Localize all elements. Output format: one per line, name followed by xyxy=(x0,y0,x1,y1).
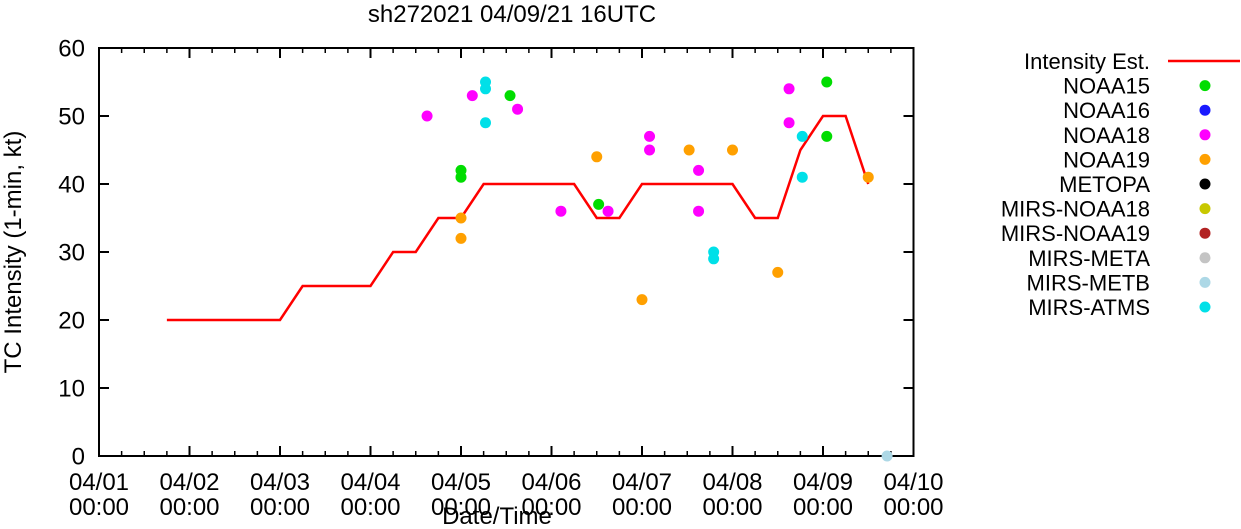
data-point-NOAA15 xyxy=(821,76,833,88)
data-point-NOAA18 xyxy=(783,83,795,95)
y-axis-label: TC Intensity (1-min, kt) xyxy=(0,131,27,374)
legend-label-NOAA15: NOAA15 xyxy=(1063,74,1150,99)
x-tick-sublabel: 00:00 xyxy=(340,494,400,521)
legend-marker-NOAA19 xyxy=(1199,153,1211,165)
legend-marker-NOAA15 xyxy=(1199,80,1211,92)
x-tick-label: 04/10 xyxy=(883,469,943,496)
intensity-line xyxy=(166,114,870,322)
data-point-NOAA18 xyxy=(466,90,478,102)
y-tick-label: 20 xyxy=(58,308,85,335)
legend-label-MIRS-META: MIRS-META xyxy=(1028,246,1150,271)
x-tick-label: 04/09 xyxy=(793,469,853,496)
data-point-NOAA19 xyxy=(455,232,467,244)
x-tick-sublabel: 00:00 xyxy=(250,494,310,521)
chart-title: sh272021 04/09/21 16UTC xyxy=(368,1,656,28)
x-tick-label: 04/03 xyxy=(250,469,310,496)
data-point-NOAA15 xyxy=(455,171,467,183)
legend-marker-MIRS-NOAA19 xyxy=(1199,227,1211,239)
data-point-NOAA19 xyxy=(727,144,738,156)
legend-label-MIRS-ATMS: MIRS-ATMS xyxy=(1028,295,1150,320)
legend-label-NOAA19: NOAA19 xyxy=(1063,147,1150,172)
x-tick-sublabel: 00:00 xyxy=(793,494,853,521)
y-tick-label: 40 xyxy=(58,172,85,199)
data-point-NOAA19 xyxy=(772,266,784,278)
legend-label-MIRS-NOAA18: MIRS-NOAA18 xyxy=(1001,197,1150,222)
x-tick-sublabel: 00:00 xyxy=(159,494,219,521)
x-tick-label: 04/06 xyxy=(521,469,581,496)
data-point-NOAA19 xyxy=(591,151,603,163)
legend-marker-MIRS-METB xyxy=(1199,276,1211,288)
legend-marker-METOPA xyxy=(1199,178,1211,190)
legend-label-NOAA18: NOAA18 xyxy=(1063,123,1150,148)
y-tick-label: 50 xyxy=(58,104,85,131)
data-point-NOAA19 xyxy=(862,171,874,183)
legend-label-METOPA: METOPA xyxy=(1059,172,1150,197)
data-point-MIRS-ATMS xyxy=(480,117,492,129)
x-tick-sublabel: 00:00 xyxy=(69,494,129,521)
x-tick-label: 04/08 xyxy=(702,469,762,496)
legend-marker-NOAA16 xyxy=(1199,104,1211,116)
data-point-NOAA18 xyxy=(693,205,705,217)
data-point-NOAA18 xyxy=(512,103,524,115)
y-tick-label: 0 xyxy=(72,444,85,471)
data-point-NOAA18 xyxy=(644,130,656,142)
data-point-NOAA15 xyxy=(593,198,605,210)
x-tick-label: 04/07 xyxy=(612,469,672,496)
data-point-NOAA18 xyxy=(555,205,567,217)
x-tick-sublabel: 00:00 xyxy=(702,494,762,521)
y-tick-label: 10 xyxy=(58,376,85,403)
plot-frame xyxy=(98,47,915,457)
data-point-NOAA18 xyxy=(602,205,614,217)
data-point-NOAA15 xyxy=(821,130,833,142)
data-point-NOAA18 xyxy=(421,110,433,122)
plot-area: 04/0100:0004/0200:0004/0300:0004/0400:00… xyxy=(58,36,943,522)
x-tick-sublabel: 00:00 xyxy=(521,494,581,521)
data-point-MIRS-ATMS xyxy=(796,171,808,183)
data-point-NOAA18 xyxy=(693,164,705,176)
y-tick-label: 30 xyxy=(58,240,85,267)
x-tick-label: 04/01 xyxy=(69,469,129,496)
legend-marker-MIRS-META xyxy=(1199,252,1211,264)
data-point-MIRS-ATMS xyxy=(708,253,720,265)
data-point-NOAA18 xyxy=(644,144,656,156)
x-tick-label: 04/05 xyxy=(431,469,491,496)
data-point-MIRS-METB xyxy=(881,450,893,462)
legend-label-MIRS-METB: MIRS-METB xyxy=(1027,270,1150,295)
x-axis-label: Date/Time xyxy=(442,503,552,529)
chart-legend: Intensity Est.NOAA15NOAA16NOAA18NOAA19ME… xyxy=(1001,49,1240,320)
legend-marker-NOAA18 xyxy=(1199,129,1211,141)
legend-label-NOAA16: NOAA16 xyxy=(1063,98,1150,123)
x-tick-sublabel: 00:00 xyxy=(431,494,491,521)
x-tick-sublabel: 00:00 xyxy=(612,494,672,521)
data-point-NOAA19 xyxy=(636,294,648,306)
legend-marker-MIRS-NOAA18 xyxy=(1199,203,1211,215)
data-point-NOAA18 xyxy=(783,117,795,129)
x-tick-sublabel: 00:00 xyxy=(883,494,943,521)
legend-marker-MIRS-ATMS xyxy=(1199,301,1211,313)
x-tick-label: 04/02 xyxy=(159,469,219,496)
y-tick-label: 60 xyxy=(58,36,85,63)
data-point-MIRS-ATMS xyxy=(796,130,808,142)
data-point-MIRS-ATMS xyxy=(480,83,492,95)
x-tick-label: 04/04 xyxy=(340,469,400,496)
data-point-NOAA15 xyxy=(504,90,516,102)
data-point-NOAA19 xyxy=(683,144,695,156)
legend-label-Intensity Est.: Intensity Est. xyxy=(1024,49,1150,74)
data-point-NOAA19 xyxy=(455,212,467,224)
legend-label-MIRS-NOAA19: MIRS-NOAA19 xyxy=(1001,221,1150,246)
